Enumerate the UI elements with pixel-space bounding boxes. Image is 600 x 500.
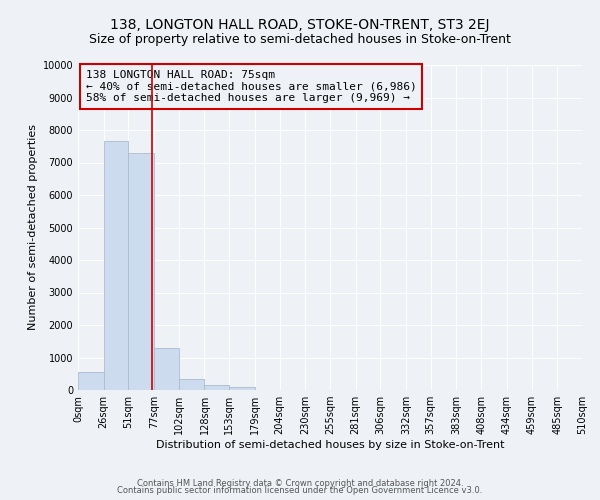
Bar bbox=[179, 378, 205, 390]
Text: Contains HM Land Registry data © Crown copyright and database right 2024.: Contains HM Land Registry data © Crown c… bbox=[137, 478, 463, 488]
Bar bbox=[128, 153, 154, 390]
Bar bbox=[154, 348, 179, 390]
Text: Contains public sector information licensed under the Open Government Licence v3: Contains public sector information licen… bbox=[118, 486, 482, 495]
Text: 138, LONGTON HALL ROAD, STOKE-ON-TRENT, ST3 2EJ: 138, LONGTON HALL ROAD, STOKE-ON-TRENT, … bbox=[110, 18, 490, 32]
Bar bbox=[78, 372, 104, 390]
Text: 138 LONGTON HALL ROAD: 75sqm
← 40% of semi-detached houses are smaller (6,986)
5: 138 LONGTON HALL ROAD: 75sqm ← 40% of se… bbox=[86, 70, 416, 103]
Y-axis label: Number of semi-detached properties: Number of semi-detached properties bbox=[28, 124, 38, 330]
Bar bbox=[104, 142, 128, 390]
Text: Size of property relative to semi-detached houses in Stoke-on-Trent: Size of property relative to semi-detach… bbox=[89, 32, 511, 46]
Bar bbox=[205, 385, 229, 390]
X-axis label: Distribution of semi-detached houses by size in Stoke-on-Trent: Distribution of semi-detached houses by … bbox=[156, 440, 504, 450]
Bar bbox=[229, 387, 255, 390]
